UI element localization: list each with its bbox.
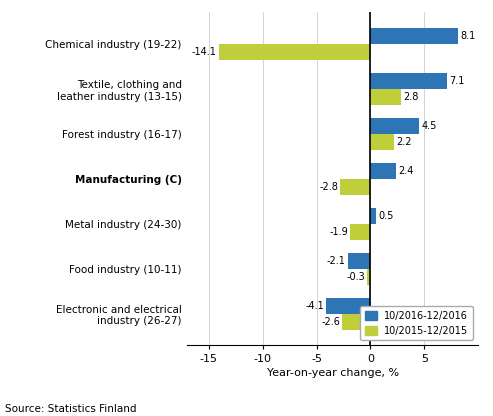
Text: 2.4: 2.4 — [398, 166, 414, 176]
Text: 8.1: 8.1 — [460, 31, 475, 41]
X-axis label: Year-on-year change, %: Year-on-year change, % — [267, 369, 399, 379]
Bar — [343, 314, 370, 329]
Bar — [370, 73, 447, 89]
Text: -0.3: -0.3 — [347, 272, 365, 282]
Text: -2.1: -2.1 — [327, 256, 346, 266]
Text: -1.9: -1.9 — [329, 227, 348, 237]
Bar — [370, 134, 394, 150]
Text: -4.1: -4.1 — [305, 301, 324, 311]
Bar — [370, 163, 396, 179]
Bar — [370, 89, 401, 105]
Bar — [218, 44, 370, 60]
Bar — [326, 298, 370, 314]
Text: Source: Statistics Finland: Source: Statistics Finland — [5, 404, 137, 414]
Text: 4.5: 4.5 — [421, 121, 436, 131]
Bar — [367, 269, 370, 285]
Bar — [350, 224, 370, 240]
Text: 2.8: 2.8 — [403, 92, 418, 102]
Text: -2.6: -2.6 — [321, 317, 340, 327]
Legend: 10/2016-12/2016, 10/2015-12/2015: 10/2016-12/2016, 10/2015-12/2015 — [360, 306, 473, 340]
Text: 7.1: 7.1 — [449, 76, 464, 86]
Text: 2.2: 2.2 — [396, 137, 412, 147]
Text: 0.5: 0.5 — [378, 211, 393, 221]
Bar — [370, 28, 458, 44]
Bar — [370, 118, 419, 134]
Text: -2.8: -2.8 — [319, 182, 338, 192]
Bar — [348, 253, 370, 269]
Text: -14.1: -14.1 — [192, 47, 216, 57]
Bar — [370, 208, 376, 224]
Bar — [340, 179, 370, 195]
